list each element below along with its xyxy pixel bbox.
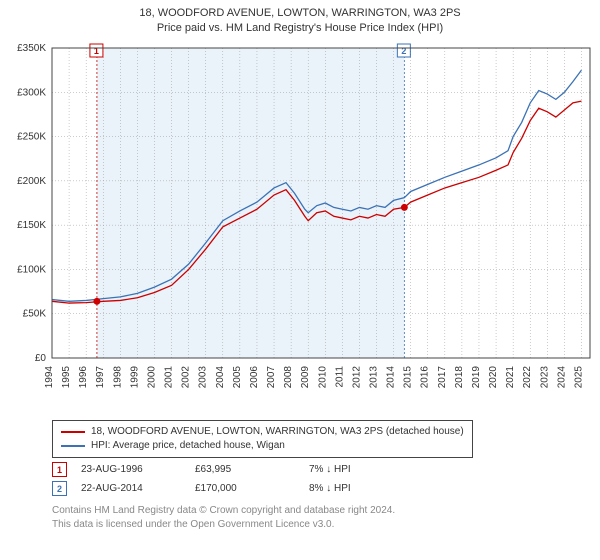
sale-marker-date: 22-AUG-2014 (81, 483, 181, 494)
svg-text:2006: 2006 (249, 366, 260, 389)
svg-text:£50K: £50K (23, 309, 47, 320)
sale-marker-price: £170,000 (195, 483, 295, 494)
svg-text:2005: 2005 (232, 366, 243, 389)
svg-text:£200K: £200K (17, 176, 46, 187)
svg-text:£0: £0 (35, 353, 47, 364)
svg-text:2015: 2015 (403, 366, 414, 389)
svg-text:2000: 2000 (146, 366, 157, 389)
sale-marker-delta: 7% ↓ HPI (309, 464, 409, 475)
sale-marker-row: 1 23-AUG-1996 £63,995 7% ↓ HPI (52, 462, 409, 477)
svg-text:2003: 2003 (198, 366, 209, 389)
legend: 18, WOODFORD AVENUE, LOWTON, WARRINGTON,… (52, 420, 473, 458)
svg-text:2011: 2011 (334, 366, 345, 388)
chart-title-line1: 18, WOODFORD AVENUE, LOWTON, WARRINGTON,… (0, 6, 600, 21)
svg-text:1998: 1998 (112, 366, 123, 389)
svg-text:£350K: £350K (17, 43, 46, 54)
license-text: Contains HM Land Registry data © Crown c… (52, 504, 395, 531)
svg-text:2001: 2001 (164, 366, 175, 389)
svg-text:2013: 2013 (369, 366, 380, 389)
legend-label-series1: 18, WOODFORD AVENUE, LOWTON, WARRINGTON,… (91, 425, 464, 439)
svg-text:1997: 1997 (95, 366, 106, 389)
svg-text:2019: 2019 (471, 366, 482, 389)
chart-title-line2: Price paid vs. HM Land Registry's House … (0, 21, 600, 36)
svg-text:1994: 1994 (44, 366, 55, 389)
svg-text:£150K: £150K (17, 220, 46, 231)
legend-swatch-series1 (61, 431, 85, 433)
chart-area: £0 £50K £100K £150K £200K £250K £300K £350K 1994… (0, 42, 600, 412)
svg-text:1999: 1999 (129, 366, 140, 389)
license-line2: This data is licensed under the Open Gov… (52, 518, 395, 532)
svg-text:2023: 2023 (539, 366, 550, 389)
svg-text:2004: 2004 (215, 366, 226, 389)
svg-text:2018: 2018 (454, 366, 465, 389)
svg-text:2007: 2007 (266, 366, 277, 389)
sale-marker-delta: 8% ↓ HPI (309, 483, 409, 494)
svg-text:2009: 2009 (300, 366, 311, 389)
sale-marker-date: 23-AUG-1996 (81, 464, 181, 475)
svg-text:2024: 2024 (556, 366, 567, 389)
svg-text:2002: 2002 (181, 366, 192, 389)
svg-text:£300K: £300K (17, 87, 46, 98)
svg-text:2012: 2012 (351, 366, 362, 389)
svg-text:2017: 2017 (437, 366, 448, 389)
sale-marker-badge-1: 1 (52, 462, 67, 477)
svg-text:1995: 1995 (61, 366, 72, 389)
sale-markers-block: 1 23-AUG-1996 £63,995 7% ↓ HPI 2 22-AUG-… (52, 462, 409, 500)
sale-marker-price: £63,995 (195, 464, 295, 475)
sale-marker-badge-2: 2 (52, 481, 67, 496)
svg-text:2021: 2021 (505, 366, 516, 389)
svg-text:2020: 2020 (488, 366, 499, 389)
svg-text:2016: 2016 (420, 366, 431, 389)
sale-marker-row: 2 22-AUG-2014 £170,000 8% ↓ HPI (52, 481, 409, 496)
legend-label-series2: HPI: Average price, detached house, Wiga… (91, 439, 285, 453)
svg-text:£100K: £100K (17, 264, 46, 275)
svg-text:2010: 2010 (317, 366, 328, 389)
chart-title-block: 18, WOODFORD AVENUE, LOWTON, WARRINGTON,… (0, 0, 600, 36)
license-line1: Contains HM Land Registry data © Crown c… (52, 504, 395, 518)
svg-text:2022: 2022 (522, 366, 533, 389)
svg-text:2008: 2008 (283, 366, 294, 389)
svg-text:£250K: £250K (17, 132, 46, 143)
legend-row: HPI: Average price, detached house, Wiga… (61, 439, 464, 453)
line-chart-svg: £0 £50K £100K £150K £200K £250K £300K £350K 1994… (0, 42, 600, 412)
svg-text:2014: 2014 (386, 366, 397, 389)
legend-row: 18, WOODFORD AVENUE, LOWTON, WARRINGTON,… (61, 425, 464, 439)
svg-text:2025: 2025 (573, 366, 584, 389)
svg-text:1996: 1996 (78, 366, 89, 389)
legend-swatch-series2 (61, 445, 85, 447)
